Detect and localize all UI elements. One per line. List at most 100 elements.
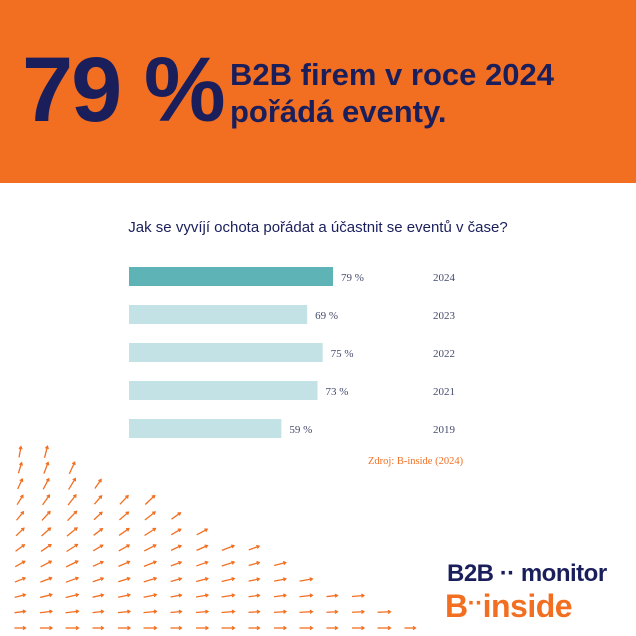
arrow-head — [75, 609, 80, 614]
arrow-head — [22, 609, 27, 614]
arrow-mark — [170, 577, 182, 583]
arrow-mark — [170, 545, 182, 551]
arrow-head — [71, 461, 76, 466]
arrow-head — [125, 494, 129, 499]
arrow-mark — [65, 577, 79, 583]
arrow-head — [47, 543, 52, 548]
arrow-mark — [66, 543, 78, 553]
arrow-mark — [17, 478, 23, 490]
arrow-head — [19, 477, 24, 483]
arrow-head — [47, 527, 52, 532]
arrow-mark — [248, 594, 260, 598]
arrow-head — [177, 544, 182, 549]
arrow-head — [126, 593, 131, 598]
arrow-mark — [93, 528, 103, 536]
header-banner: 79 % B2B firem v roce 2024 pořádá eventy… — [0, 0, 636, 183]
arrow-head — [44, 445, 49, 450]
arrow-mark — [17, 462, 23, 474]
arrow-head — [100, 609, 105, 614]
arrow-head — [127, 609, 132, 614]
arrow-head — [282, 593, 288, 598]
arrow-head — [256, 561, 261, 566]
logo-b2b-text: B2B — [447, 560, 494, 587]
arrow-head — [48, 560, 53, 565]
arrow-mark — [68, 461, 76, 475]
logo-inside-text: inside — [482, 588, 573, 624]
arrow-mark — [117, 594, 131, 598]
arrow-head — [153, 576, 158, 581]
arrow-head — [282, 561, 287, 566]
arrow-head — [21, 560, 26, 565]
arrow-head — [45, 477, 50, 482]
headline-text: B2B firem v roce 2024 pořádá eventy. — [230, 56, 554, 130]
arrow-head — [256, 625, 261, 631]
arrow-head — [18, 461, 23, 466]
arrow-head — [99, 560, 105, 565]
arrow-mark — [221, 544, 235, 552]
arrow-mark — [351, 594, 365, 598]
arrow-mark — [93, 511, 103, 521]
headline-stat: 79 % — [22, 39, 226, 141]
category-label-2022: 2022 — [433, 348, 455, 360]
arrow-head — [231, 609, 236, 614]
arrow-head — [153, 625, 158, 631]
arrow-head — [20, 510, 25, 515]
category-label-2023: 2023 — [433, 310, 456, 322]
arrow-mark — [41, 527, 51, 537]
arrow-mark — [248, 561, 260, 567]
headline-line-2: pořádá eventy. — [230, 94, 447, 129]
arrow-head — [100, 593, 105, 598]
arrow-head — [127, 625, 132, 631]
arrow-mark — [117, 610, 131, 614]
arrow-head — [309, 593, 314, 598]
arrow-mark — [273, 578, 287, 582]
arrow-mark — [143, 594, 157, 598]
arrow-mark — [196, 561, 208, 567]
arrow-mark — [94, 479, 102, 489]
arrow-head — [282, 577, 287, 582]
arrow-head — [152, 527, 157, 532]
arrow-head — [231, 625, 236, 631]
arrow-mark — [14, 593, 26, 599]
logo-b-text: B — [445, 588, 468, 624]
arrow-head — [72, 493, 77, 498]
arrow-head — [231, 560, 236, 565]
arrow-pattern-decoration — [14, 445, 417, 631]
arrow-mark — [41, 511, 51, 521]
arrow-head — [178, 577, 183, 582]
arrow-head — [152, 511, 156, 516]
arrow-head — [152, 544, 157, 548]
arrow-mark — [326, 594, 338, 598]
arrow-mark — [39, 610, 53, 614]
arrow-head — [100, 576, 105, 581]
arrow-head — [72, 477, 77, 482]
arrow-mark — [92, 561, 104, 567]
arrow-mark — [15, 527, 25, 537]
arrow-mark — [119, 511, 129, 521]
arrow-mark — [196, 544, 208, 552]
arrow-head — [230, 544, 236, 549]
arrow-mark — [14, 560, 26, 568]
arrow-mark — [92, 544, 104, 552]
arrow-mark — [68, 478, 76, 490]
arrow-head — [334, 609, 339, 614]
arrow-mark — [196, 528, 208, 536]
bar-2024 — [129, 267, 333, 286]
arrow-mark — [40, 544, 52, 552]
arrow-head — [19, 494, 24, 499]
arrow-head — [125, 527, 130, 532]
arrow-mark — [221, 594, 235, 598]
arrow-mark — [221, 577, 235, 583]
value-label-2023: 69 % — [315, 310, 338, 322]
arrow-head — [178, 625, 183, 631]
arrow-mark — [18, 446, 22, 458]
category-label-2019: 2019 — [433, 424, 456, 436]
arrow-head — [46, 510, 51, 515]
category-label-2024: 2024 — [433, 272, 456, 284]
arrow-head — [98, 478, 102, 483]
arrow-head — [178, 593, 183, 598]
arrow-head — [361, 593, 366, 598]
arrow-mark — [144, 511, 156, 521]
arrow-mark — [16, 494, 24, 506]
arrow-mark — [143, 610, 157, 614]
